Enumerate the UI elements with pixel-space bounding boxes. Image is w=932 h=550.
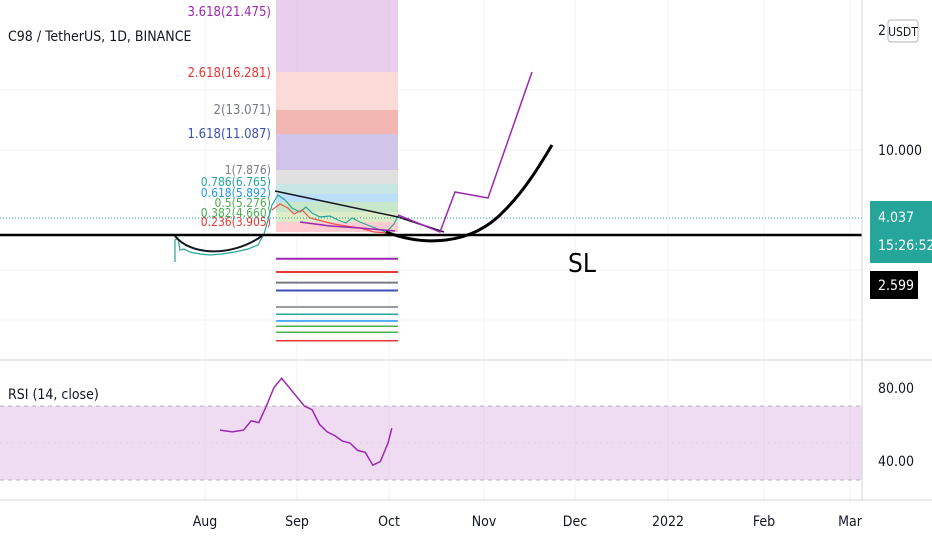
sl-price-label: 2.599 xyxy=(878,278,914,294)
fib-level-label: 2.618(16.281) xyxy=(187,66,271,81)
time-tick-nov: Nov xyxy=(472,514,497,530)
fib-level-label: 2(13.071) xyxy=(214,103,271,118)
fib-zone-green xyxy=(276,202,398,212)
fib-zone-red xyxy=(276,72,398,110)
fib-level-label: 0.786(6.765) xyxy=(201,175,271,189)
time-tick-dec: Dec xyxy=(563,514,587,530)
bar-countdown: 15:26:52 xyxy=(878,238,932,254)
time-tick-2022: 2022 xyxy=(652,514,684,530)
time-tick-mar: Mar xyxy=(838,514,863,530)
fib-zone-violet xyxy=(276,134,398,170)
fib-zone-deep-red xyxy=(276,110,398,134)
fib-level-label: 0.5(5.276) xyxy=(215,196,271,210)
fib-level-label: 1(7.876) xyxy=(225,163,271,177)
fib-level-label: 1.618(11.087) xyxy=(187,127,271,142)
fib-zone-lightgreen xyxy=(276,212,398,222)
symbol-title[interactable]: C98 / TetherUS, 1D, BINANCE xyxy=(8,29,192,45)
fib-level-label: 0.236(3.905) xyxy=(201,215,271,229)
fib-zone-top xyxy=(276,0,398,72)
currency-badge-frame[interactable] xyxy=(887,19,919,43)
projection-path[interactable] xyxy=(397,71,533,233)
rsi-line xyxy=(219,377,393,467)
time-axis[interactable]: Aug Sep Oct Nov Dec 2022 Feb Mar xyxy=(193,514,863,530)
time-tick-aug: Aug xyxy=(193,514,218,530)
time-tick-sep: Sep xyxy=(285,514,309,530)
price-series xyxy=(174,190,445,262)
currency-badge[interactable]: USDT xyxy=(888,25,918,39)
fib-zone-teal xyxy=(276,184,398,194)
price-tick-top-partial: 2 xyxy=(878,23,886,39)
fib-level-label: 3.618(21.475) xyxy=(187,5,271,20)
time-tick-feb: Feb xyxy=(753,514,775,530)
fib-zone-blue xyxy=(276,194,398,202)
rsi-tick-40: 40.00 xyxy=(878,454,914,470)
sl-price-badge xyxy=(870,271,918,299)
rsi-pane: RSI (14, close) xyxy=(0,377,862,481)
annotation-sl: SL xyxy=(568,249,596,279)
last-price-badge xyxy=(870,201,932,263)
time-tick-oct: Oct xyxy=(378,514,400,530)
rsi-band-fill xyxy=(0,406,862,480)
fib-zone-grey xyxy=(276,170,398,184)
price-tick-10: 10.000 xyxy=(878,143,922,159)
last-price-label: 4.037 xyxy=(878,210,914,226)
rsi-title[interactable]: RSI (14, close) xyxy=(8,387,99,403)
price-scale[interactable]: 2 USDT 10.000 4.037 15:26:52 2.599 80.00… xyxy=(870,19,932,470)
cup-curve[interactable] xyxy=(385,144,554,243)
rsi-tick-80: 80.00 xyxy=(878,381,914,397)
fib-level-label: 0.618(5.892) xyxy=(201,186,271,200)
fib-level-label: 0.382(4.660) xyxy=(201,206,271,220)
